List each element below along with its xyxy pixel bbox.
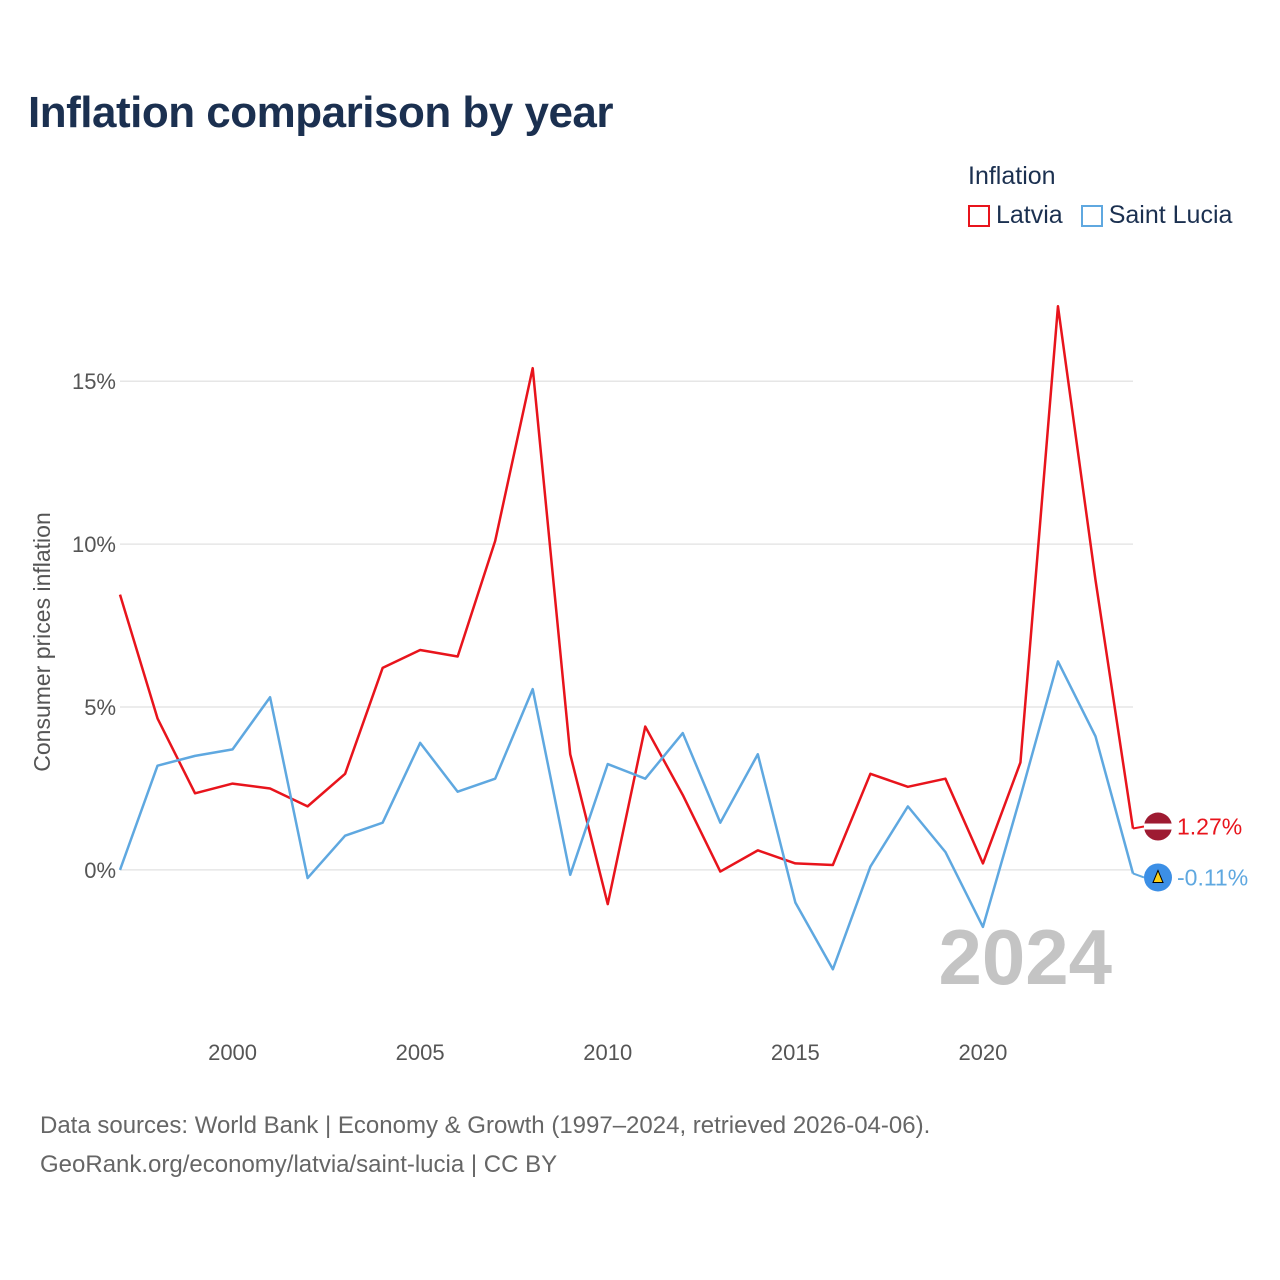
- end-connector-latvia: [1132, 825, 1145, 830]
- legend-swatch-latvia: [968, 204, 990, 227]
- end-markers: 1.27% -0.11%: [1132, 812, 1248, 892]
- legend: Inflation Latvia Saint Lucia: [968, 162, 1232, 230]
- flag-latvia-stripe: [1144, 823, 1172, 830]
- x-tick-label: 2020: [958, 1040, 1007, 1065]
- y-axis-ticks: 0% 5% 10% 15%: [72, 369, 116, 883]
- legend-item-latvia[interactable]: Latvia: [968, 201, 1063, 230]
- end-value-latvia: 1.27%: [1177, 814, 1242, 840]
- legend-item-saint-lucia[interactable]: Saint Lucia: [1080, 201, 1233, 230]
- y-tick-label: 5%: [84, 695, 116, 720]
- series-line-latvia: [118, 305, 1135, 906]
- y-tick-label: 15%: [72, 369, 116, 394]
- legend-label-saint-lucia: Saint Lucia: [1108, 201, 1233, 229]
- legend-title: Inflation: [968, 162, 1056, 190]
- source-line-1: Data sources: World Bank | Economy & Gro…: [40, 1112, 931, 1139]
- page-title: Inflation comparison by year: [28, 88, 614, 137]
- grid-lines: [120, 380, 1133, 871]
- source-line-2: GeoRank.org/economy/latvia/saint-lucia |…: [40, 1151, 558, 1178]
- line-chart: 0% 5% 10% 15% 2000 2005 2010 2015 2020 Consumer…: [29, 305, 1248, 1065]
- end-value-saint-lucia: -0.11%: [1177, 864, 1248, 890]
- x-tick-label: 2015: [771, 1040, 820, 1065]
- x-tick-label: 2000: [208, 1040, 257, 1065]
- legend-swatch-saint-lucia: [1080, 204, 1103, 227]
- series-line-saint-lucia: [118, 660, 1135, 971]
- y-tick-label: 0%: [84, 858, 116, 883]
- current-year-label: 2024: [938, 913, 1112, 1001]
- y-axis-label: Consumer prices inflation: [29, 512, 55, 772]
- x-axis-ticks: 2000 2005 2010 2015 2020: [208, 1040, 1007, 1065]
- y-tick-label: 10%: [72, 532, 116, 557]
- legend-label-latvia: Latvia: [996, 201, 1063, 229]
- x-tick-label: 2010: [583, 1040, 632, 1065]
- flag-saint-lucia-triangle: [1152, 869, 1164, 883]
- end-connector-saint-lucia: [1132, 872, 1145, 879]
- x-tick-label: 2005: [396, 1040, 445, 1065]
- source-note: Data sources: World Bank | Economy & Gro…: [40, 1106, 930, 1184]
- series-lines: [118, 305, 1135, 971]
